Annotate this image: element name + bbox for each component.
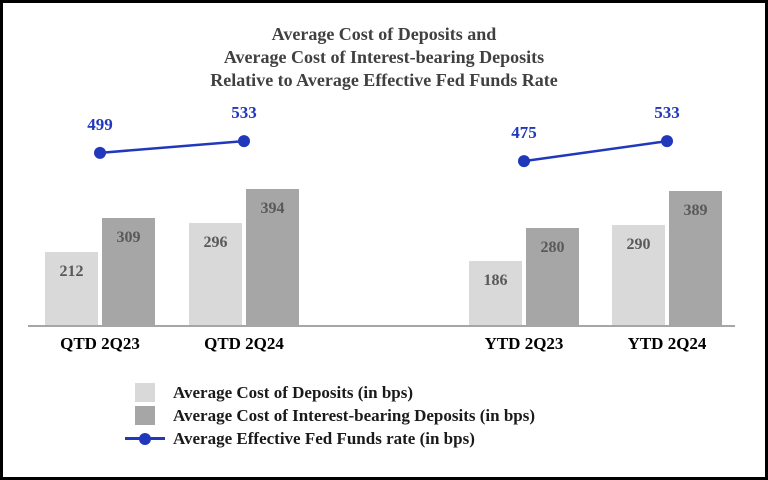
legend-label-interest-bearing: Average Cost of Interest-bearing Deposit… [173,405,536,425]
line-value-label: 533 [231,103,257,123]
line-marker-icon [94,146,106,159]
legend-marker-cell [125,383,165,402]
bar-value-label: 212 [59,263,84,280]
chart-title-line-2: Average Cost of Interest-bearing Deposit… [223,47,545,67]
bar-cost-of-deposits [612,225,665,325]
bar-value-label: 389 [683,202,708,219]
line-marker-icon [238,135,250,148]
legend-marker-cell [125,406,165,425]
x-axis-label: YTD 2Q23 [484,334,564,353]
plot-area: 212 309 QTD 2Q23 296 394 QTD 2Q24 186 280 YTD 2Q… [3,3,765,477]
legend-swatch-deposits-icon [135,383,155,402]
bar-cost-of-deposits [469,261,522,325]
line-value-label: 475 [511,123,537,143]
legend-item-fed-funds: Average Effective Fed Funds rate (in bps… [125,427,535,450]
legend-swatch-interest-bearing-icon [135,406,155,425]
x-axis-line [28,325,735,327]
bar-cost-of-deposits [45,252,98,325]
bar-value-label: 280 [540,239,565,256]
bar-value-label: 296 [203,234,228,251]
bar-cost-of-interest-bearing-deposits [102,218,155,325]
line-segment [99,139,245,155]
legend-item-interest-bearing: Average Cost of Interest-bearing Deposit… [125,404,535,427]
x-axis-label: QTD 2Q24 [204,334,284,353]
legend: Average Cost of Deposits (in bps) Averag… [125,381,535,450]
bar-cost-of-interest-bearing-deposits [246,189,299,325]
legend-label-fed-funds: Average Effective Fed Funds rate (in bps… [173,428,475,448]
line-marker-icon [518,155,530,168]
line-value-label: 499 [87,114,113,134]
legend-dot-icon [139,432,151,445]
line-value-label: 533 [654,103,680,123]
bar-cost-of-deposits [189,223,242,325]
line-segment [523,139,668,163]
chart-title: Average Cost of Deposits and Average Cos… [3,23,765,92]
fed-funds-rate-line [94,135,673,168]
bar-value-label: 290 [626,236,651,253]
legend-line-marker-icon [125,429,165,448]
legend-label-deposits: Average Cost of Deposits (in bps) [173,382,414,402]
line-marker-icon [661,135,673,148]
bar-value-label: 186 [483,272,508,289]
x-axis-label: QTD 2Q23 [60,334,140,353]
x-axis-label: YTD 2Q24 [627,334,707,353]
bar-value-label: 309 [116,229,141,246]
bar-cost-of-interest-bearing-deposits [526,228,579,325]
chart-title-line-3: Relative to Average Effective Fed Funds … [210,70,558,90]
legend-item-deposits: Average Cost of Deposits (in bps) [125,381,535,404]
chart-title-line-1: Average Cost of Deposits and [271,24,497,44]
bar-value-label: 394 [260,200,285,217]
bar-cost-of-interest-bearing-deposits [669,191,722,325]
